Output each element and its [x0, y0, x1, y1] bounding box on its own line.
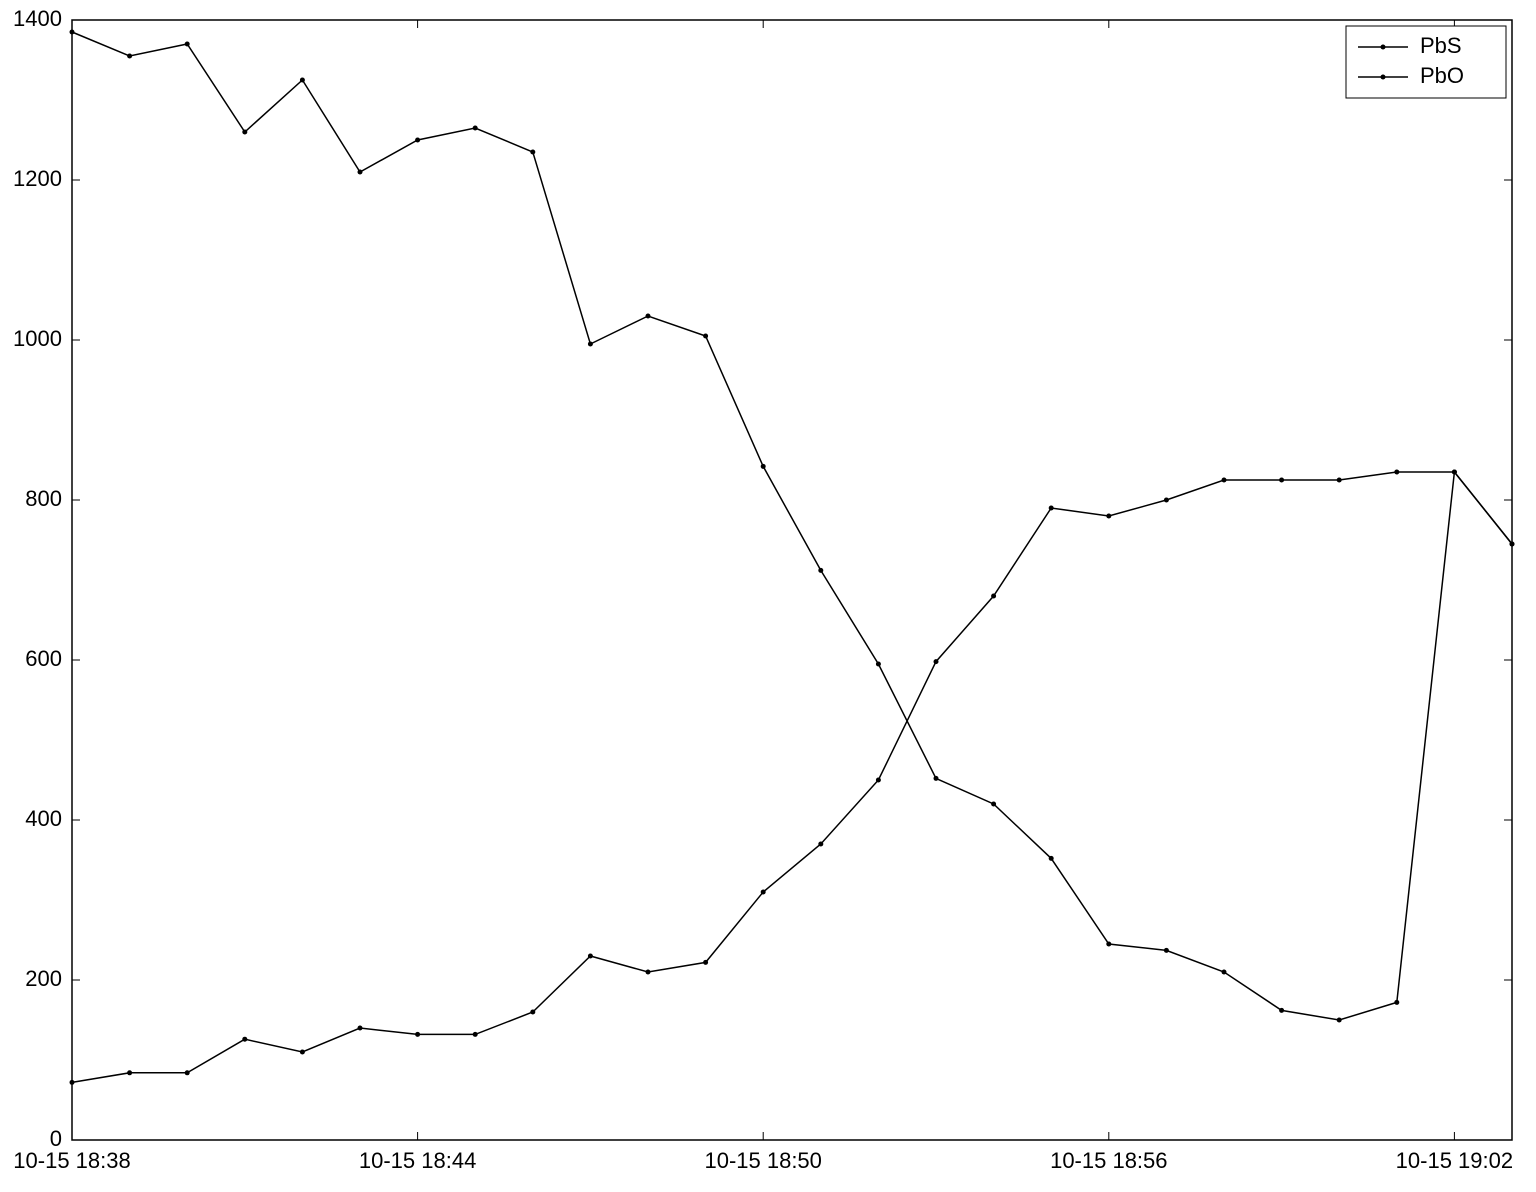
series-marker: [761, 464, 766, 469]
series-marker: [876, 778, 881, 783]
series-marker: [1337, 1018, 1342, 1023]
series-marker: [1510, 542, 1515, 547]
series-marker: [934, 659, 939, 664]
series-marker: [761, 890, 766, 895]
series-marker: [127, 54, 132, 59]
legend: PbS PbO: [1346, 26, 1506, 98]
x-tick-label: 10-15 19:02: [1396, 1148, 1513, 1173]
series-marker: [1337, 478, 1342, 483]
x-tick-label: 10-15 18:38: [13, 1148, 130, 1173]
series-marker: [588, 954, 593, 959]
series-marker: [473, 1032, 478, 1037]
series-marker: [415, 138, 420, 143]
legend-marker: [1381, 45, 1386, 50]
series-marker: [1106, 942, 1111, 947]
series-marker: [1452, 470, 1457, 475]
series-marker: [703, 960, 708, 965]
series-marker: [1106, 514, 1111, 519]
line-chart: 020040060080010001200140010-15 18:3810-1…: [0, 0, 1536, 1192]
x-tick-label: 10-15 18:56: [1050, 1148, 1167, 1173]
y-tick-label: 1200: [13, 166, 62, 191]
series-marker: [1049, 856, 1054, 861]
series-marker: [818, 842, 823, 847]
series-marker: [588, 342, 593, 347]
series-marker: [70, 1080, 75, 1085]
series-line-pbo: [72, 472, 1512, 1082]
y-tick-label: 1400: [13, 6, 62, 31]
series-marker: [1394, 470, 1399, 475]
chart-svg: 020040060080010001200140010-15 18:3810-1…: [0, 0, 1536, 1192]
legend-marker: [1381, 75, 1386, 80]
series-marker: [185, 42, 190, 47]
series-marker: [1394, 1000, 1399, 1005]
series-marker: [1222, 970, 1227, 975]
y-tick-label: 600: [25, 646, 62, 671]
y-tick-label: 800: [25, 486, 62, 511]
series-marker: [127, 1070, 132, 1075]
series-marker: [242, 1037, 247, 1042]
series-marker: [70, 30, 75, 35]
series-marker: [530, 1010, 535, 1015]
series-marker: [530, 150, 535, 155]
axes-box: [72, 20, 1512, 1140]
series-marker: [703, 334, 708, 339]
series-marker: [1049, 506, 1054, 511]
series-marker: [242, 130, 247, 135]
series-marker: [473, 126, 478, 131]
series-marker: [1279, 1008, 1284, 1013]
legend-label: PbS: [1420, 33, 1462, 58]
series-marker: [1164, 948, 1169, 953]
series-marker: [646, 314, 651, 319]
series-marker: [358, 1026, 363, 1031]
series-marker: [358, 170, 363, 175]
x-tick-label: 10-15 18:50: [704, 1148, 821, 1173]
series-marker: [991, 802, 996, 807]
series-marker: [300, 78, 305, 83]
series-line-pbs: [72, 32, 1512, 1020]
series-marker: [818, 568, 823, 573]
legend-label: PbO: [1420, 63, 1464, 88]
series-marker: [646, 970, 651, 975]
series-marker: [876, 662, 881, 667]
series-marker: [991, 594, 996, 599]
series-marker: [1164, 498, 1169, 503]
series-marker: [1279, 478, 1284, 483]
x-tick-label: 10-15 18:44: [359, 1148, 476, 1173]
series-marker: [415, 1032, 420, 1037]
y-tick-label: 1000: [13, 326, 62, 351]
y-tick-label: 200: [25, 966, 62, 991]
series-marker: [300, 1050, 305, 1055]
y-tick-label: 400: [25, 806, 62, 831]
series-marker: [185, 1070, 190, 1075]
series-marker: [934, 776, 939, 781]
series-marker: [1222, 478, 1227, 483]
